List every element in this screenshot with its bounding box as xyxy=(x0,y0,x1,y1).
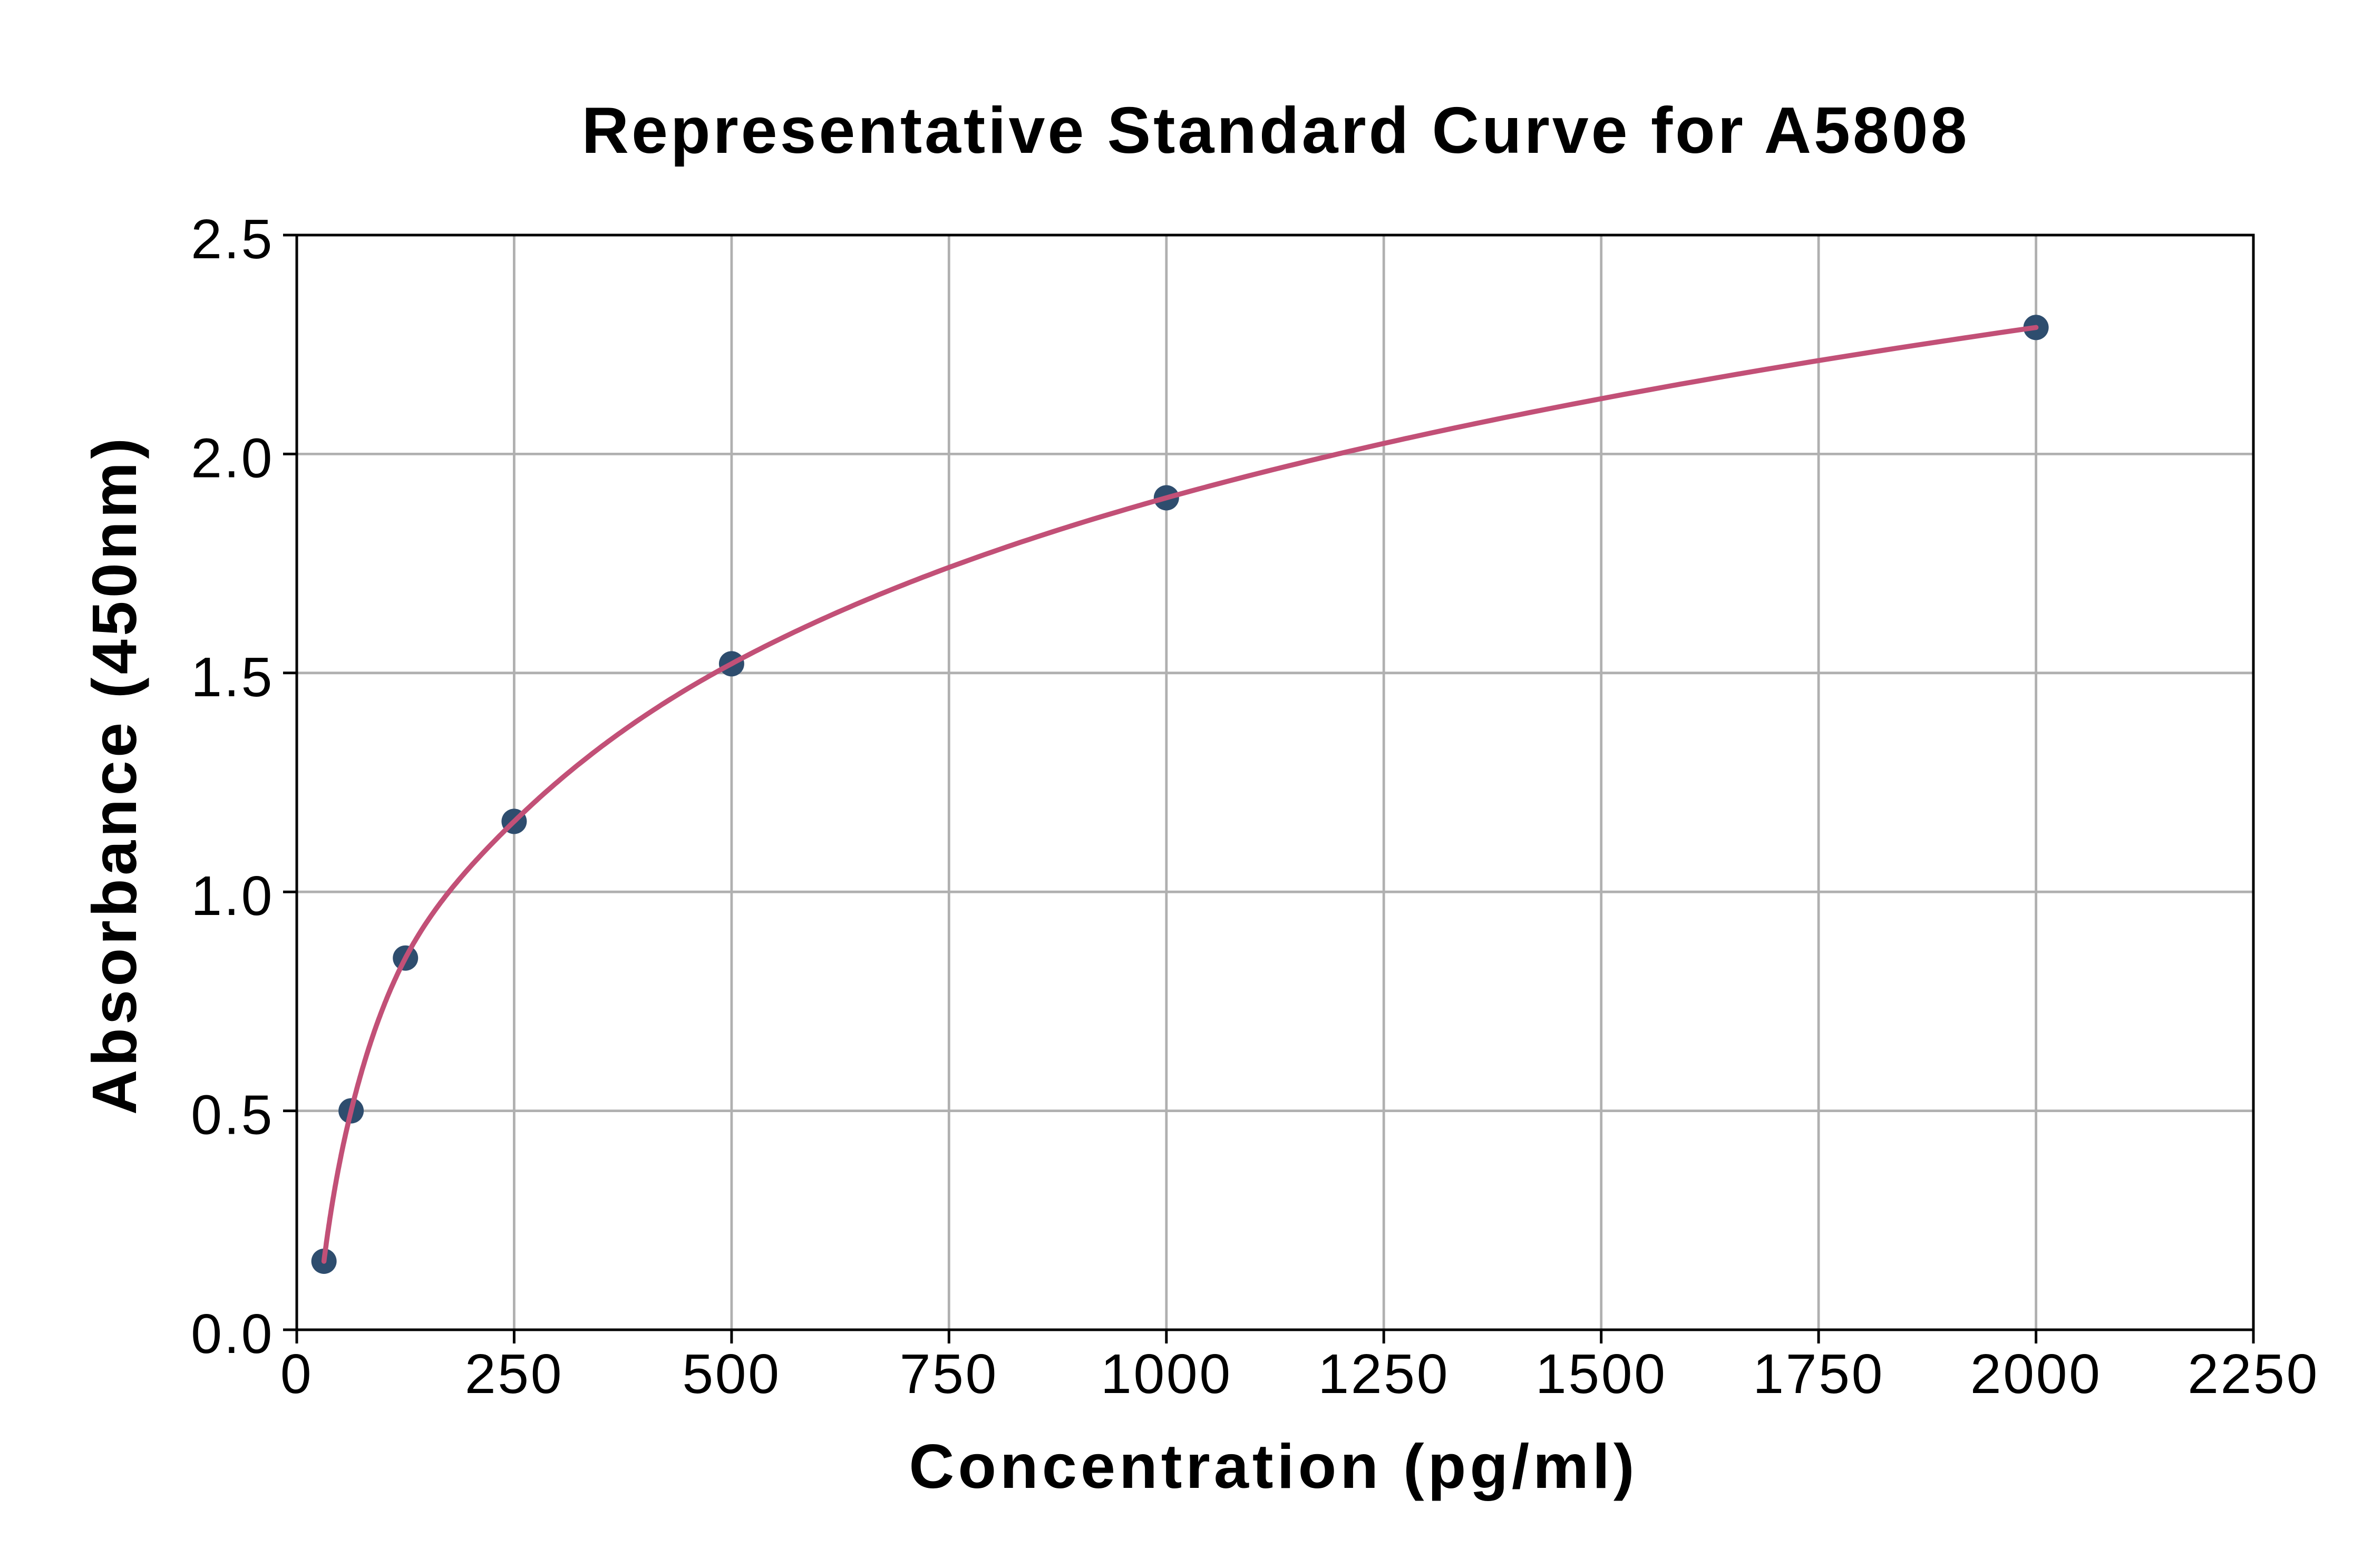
svg-text:1.5: 1.5 xyxy=(191,646,274,708)
svg-text:1750: 1750 xyxy=(1753,1343,1884,1405)
svg-text:250: 250 xyxy=(465,1343,563,1405)
svg-text:2.0: 2.0 xyxy=(191,427,274,489)
svg-text:1500: 1500 xyxy=(1535,1343,1667,1405)
svg-text:0.0: 0.0 xyxy=(191,1303,274,1365)
svg-text:Concentration (pg/ml): Concentration (pg/ml) xyxy=(909,1431,1638,1502)
svg-text:2.5: 2.5 xyxy=(191,208,274,270)
svg-text:1.0: 1.0 xyxy=(191,865,274,927)
svg-text:2250: 2250 xyxy=(2188,1343,2319,1405)
svg-text:Representative Standard Curve: Representative Standard Curve for A5808 xyxy=(582,94,1970,167)
svg-text:0.5: 0.5 xyxy=(191,1084,274,1146)
svg-text:750: 750 xyxy=(900,1343,998,1405)
svg-text:Absorbance (450nm): Absorbance (450nm) xyxy=(80,435,150,1115)
svg-text:2000: 2000 xyxy=(1970,1343,2102,1405)
svg-text:0: 0 xyxy=(280,1343,313,1405)
svg-text:500: 500 xyxy=(682,1343,781,1405)
svg-text:1250: 1250 xyxy=(1318,1343,1450,1405)
svg-text:1000: 1000 xyxy=(1101,1343,1232,1405)
